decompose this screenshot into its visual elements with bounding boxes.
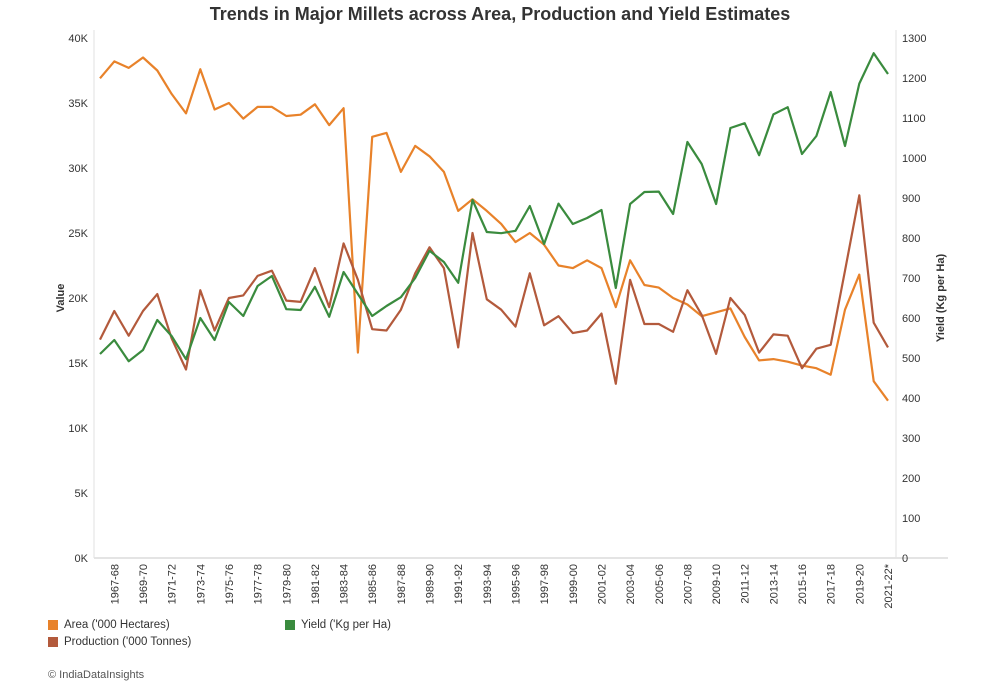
legend-item-area: Area ('000 Hectares) — [48, 619, 170, 631]
yield-swatch — [285, 620, 295, 630]
right-tick-label: 1100 — [902, 113, 926, 125]
left-axis-title: Value — [55, 284, 67, 313]
x-tick-label: 2003-04 — [625, 564, 637, 604]
production-line — [99, 194, 889, 385]
x-tick-label: 1997-98 — [539, 564, 551, 604]
series-lines — [99, 52, 889, 402]
left-axis-ticks: 0K 5K 10K 15K 20K 25K 30K 35K 40K — [68, 33, 88, 565]
x-tick-label: 2013-14 — [768, 564, 780, 604]
left-tick-label: 30K — [68, 163, 88, 175]
right-tick-label: 800 — [902, 233, 920, 245]
right-tick-label: 700 — [902, 273, 920, 285]
right-tick-label: 1000 — [902, 153, 926, 165]
x-tick-label: 1985-86 — [367, 564, 379, 604]
x-tick-label: 1979-80 — [281, 564, 293, 604]
left-tick-label: 35K — [68, 98, 88, 110]
x-tick-label: 2001-02 — [596, 564, 608, 604]
left-tick-label: 10K — [68, 423, 88, 435]
x-tick-label: 2021-22* — [883, 563, 895, 608]
area-line — [99, 56, 889, 402]
left-tick-label: 40K — [68, 33, 88, 45]
right-tick-label: 600 — [902, 313, 920, 325]
right-axis-title: Yield (Kg per Ha) — [935, 254, 947, 343]
x-tick-label: 2015-16 — [797, 564, 809, 604]
x-tick-label: 1969-70 — [138, 564, 150, 604]
left-tick-label: 15K — [68, 358, 88, 370]
x-tick-label: 1981-82 — [310, 564, 322, 604]
left-tick-label: 0K — [75, 553, 89, 565]
right-tick-label: 1300 — [902, 33, 926, 45]
x-tick-label: 2011-12 — [740, 564, 752, 604]
left-tick-label: 5K — [75, 488, 89, 500]
yield-line — [99, 52, 889, 363]
x-tick-label: 2005-06 — [654, 564, 666, 604]
x-tick-label: 1991-92 — [453, 564, 465, 604]
x-tick-label: 1967-68 — [109, 564, 121, 604]
x-tick-label: 1995-96 — [510, 564, 522, 604]
right-tick-label: 200 — [902, 473, 920, 485]
x-tick-label: 1987-88 — [396, 564, 408, 604]
left-tick-label: 20K — [68, 293, 88, 305]
x-tick-label: 1975-76 — [224, 564, 236, 604]
legend-item-yield: Yield ('Kg per Ha) — [285, 619, 391, 631]
production-swatch — [48, 637, 58, 647]
area-swatch — [48, 620, 58, 630]
x-tick-label: 1999-00 — [568, 564, 580, 604]
left-tick-label: 25K — [68, 228, 88, 240]
right-tick-label: 900 — [902, 193, 920, 205]
right-tick-label: 500 — [902, 353, 920, 365]
legend-label-production: Production ('000 Tonnes) — [64, 636, 192, 648]
x-tick-label: 2009-10 — [711, 564, 723, 604]
x-axis-ticks: 1967-68 1969-70 1971-72 1973-74 1975-76 1977-… — [109, 563, 895, 608]
x-tick-label: 1993-94 — [482, 564, 494, 604]
x-tick-label: 1973-74 — [195, 564, 207, 604]
right-tick-label: 0 — [902, 553, 908, 565]
x-tick-label: 2019-20 — [854, 564, 866, 604]
legend-label-yield: Yield ('Kg per Ha) — [301, 619, 391, 631]
chart-title: Trends in Major Millets across Area, Pro… — [209, 4, 791, 24]
right-tick-label: 300 — [902, 433, 920, 445]
x-tick-label: 2007-08 — [682, 564, 694, 604]
right-tick-label: 400 — [902, 393, 920, 405]
right-tick-label: 100 — [902, 513, 920, 525]
right-axis-ticks: 0 100 200 300 400 500 600 700 800 900 1000 1100 1200… — [902, 33, 926, 565]
right-tick-label: 1200 — [902, 73, 926, 85]
axis-lines — [93, 30, 948, 559]
x-tick-label: 1989-90 — [425, 564, 437, 604]
x-tick-label: 2017-18 — [826, 564, 838, 604]
x-tick-label: 1977-78 — [253, 564, 265, 604]
x-tick-label: 1983-84 — [339, 564, 351, 604]
legend-label-area: Area ('000 Hectares) — [64, 619, 170, 631]
legend-item-production: Production ('000 Tonnes) — [48, 636, 191, 648]
credit-text: © IndiaDataInsights — [48, 669, 145, 681]
x-tick-label: 1971-72 — [167, 564, 179, 604]
